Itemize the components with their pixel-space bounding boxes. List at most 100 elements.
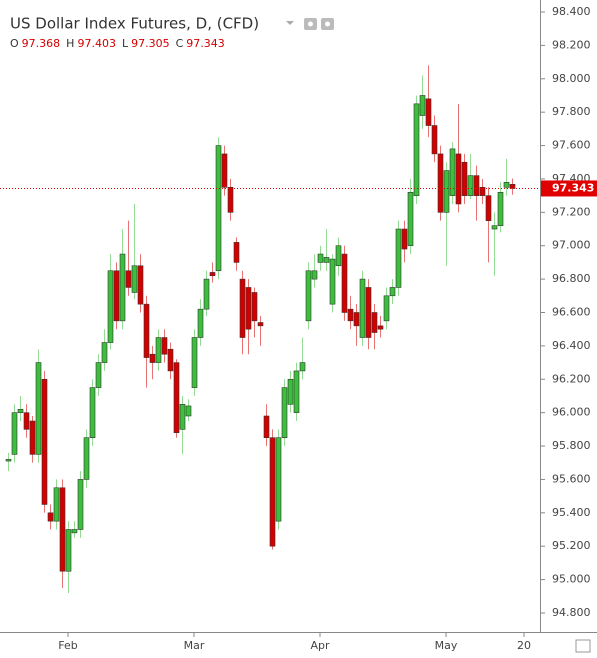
candle-body	[299, 362, 306, 372]
candle-body	[263, 415, 270, 438]
candle-body	[113, 270, 120, 322]
ohlc-key: C	[176, 37, 184, 50]
candle-body	[77, 479, 84, 530]
y-tick-label: 96.400	[552, 339, 591, 352]
y-tick-label: 98.400	[552, 5, 591, 18]
ohlc-value: 97.305	[131, 37, 170, 50]
candle-body	[395, 228, 402, 288]
candle-body	[215, 145, 222, 272]
ohlc-key: H	[66, 37, 74, 50]
candle-body	[431, 125, 438, 155]
candle-body	[467, 175, 474, 196]
title-icons	[286, 18, 334, 30]
candle-body	[461, 161, 468, 196]
candle-body	[179, 404, 186, 430]
candle-body	[491, 225, 498, 230]
candle-body	[65, 529, 72, 572]
y-tick-label: 96.600	[552, 305, 591, 318]
candle-body	[281, 387, 288, 438]
candle-body	[125, 270, 132, 288]
candle-body	[41, 378, 48, 505]
x-tick-label: Feb	[58, 639, 77, 652]
candle-body	[167, 348, 174, 372]
candle-body	[251, 292, 258, 322]
ohlc-value: 97.368	[22, 37, 61, 50]
candle-body	[47, 512, 54, 522]
candle-body	[323, 257, 330, 263]
y-tick-label: 97.000	[552, 239, 591, 252]
dropdown-icon[interactable]	[286, 21, 294, 25]
candle-body	[497, 192, 504, 226]
candle-body	[161, 337, 168, 355]
price-label-box	[541, 180, 597, 197]
y-tick-label: 96.800	[552, 272, 591, 285]
candle-body	[359, 278, 366, 338]
settings-icon-gear	[325, 21, 330, 27]
x-tick-label: May	[435, 639, 458, 652]
y-tick-label: 95.200	[552, 539, 591, 552]
candle-body	[353, 312, 360, 327]
candle-body	[377, 325, 384, 330]
candle-body	[269, 437, 276, 547]
candle-body	[155, 337, 162, 363]
chart-title: US Dollar Index Futures, D, (CFD)	[10, 15, 259, 33]
candle-body	[419, 95, 426, 116]
candle-body	[209, 272, 216, 277]
y-tick-label: 98.000	[552, 72, 591, 85]
y-tick-label: 95.000	[552, 573, 591, 586]
y-tick-label: 97.600	[552, 139, 591, 152]
plot-area	[0, 65, 540, 593]
candle-body	[131, 265, 138, 293]
ohlc-key: L	[122, 37, 129, 50]
ohlc-value: 97.403	[77, 37, 116, 50]
candle-body	[335, 245, 342, 267]
candle-body	[143, 303, 150, 358]
candle-body	[371, 312, 378, 333]
candle-body	[401, 228, 408, 250]
candle-body	[293, 370, 300, 413]
ohlc-legend: O 97.368 H 97.403 L 97.305 C 97.343	[10, 37, 225, 50]
candle-body	[485, 195, 492, 221]
candle-body	[287, 378, 294, 405]
candle-body	[71, 529, 78, 534]
candle-body	[89, 387, 96, 438]
candle-body	[479, 186, 486, 196]
candle-body	[341, 253, 348, 313]
candle-body	[413, 103, 420, 196]
x-tick-label: 20	[517, 639, 531, 652]
candle-body	[185, 405, 192, 417]
compare-icon[interactable]	[575, 639, 591, 653]
candle-body	[509, 183, 516, 189]
candle-body	[53, 487, 60, 522]
candle-body	[455, 153, 462, 205]
candle-body	[275, 437, 282, 522]
candle-body	[191, 337, 198, 388]
candle-body	[503, 181, 510, 188]
price-label: 97.343	[552, 181, 594, 194]
candle-body	[35, 362, 42, 455]
candle-body	[329, 258, 336, 305]
candle-body	[197, 308, 204, 338]
candle-body	[311, 270, 318, 280]
y-tick-label: 95.400	[552, 506, 591, 519]
candle-body	[437, 153, 444, 213]
candle-body	[365, 287, 372, 338]
candle-body	[407, 192, 414, 247]
candle-body	[29, 420, 36, 455]
candle-body	[233, 242, 240, 263]
y-tick-label: 97.200	[552, 205, 591, 218]
candle-body	[473, 175, 480, 196]
candle-body	[137, 265, 144, 305]
x-tick-label: Mar	[184, 639, 205, 652]
x-tick-label: Apr	[310, 639, 330, 652]
candle-body	[257, 322, 264, 327]
candle-body	[245, 287, 252, 330]
candle-body	[221, 153, 228, 188]
candle-body	[107, 270, 114, 343]
y-tick-label: 96.000	[552, 406, 591, 419]
candle-body	[83, 437, 90, 480]
candle-body	[95, 362, 102, 388]
candle-body	[17, 409, 24, 413]
candle-body	[443, 170, 450, 213]
